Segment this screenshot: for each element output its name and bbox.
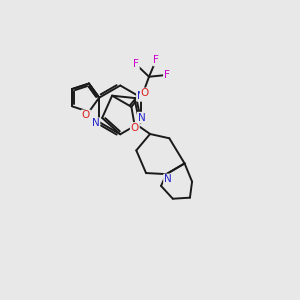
Text: F: F	[153, 56, 159, 65]
Text: O: O	[131, 123, 139, 133]
Text: O: O	[82, 110, 90, 120]
Text: F: F	[133, 59, 139, 69]
Text: N: N	[137, 91, 145, 101]
Text: N: N	[138, 112, 146, 123]
Text: O: O	[141, 88, 149, 98]
Text: N: N	[92, 118, 100, 128]
Text: F: F	[164, 70, 170, 80]
Text: N: N	[164, 175, 172, 184]
